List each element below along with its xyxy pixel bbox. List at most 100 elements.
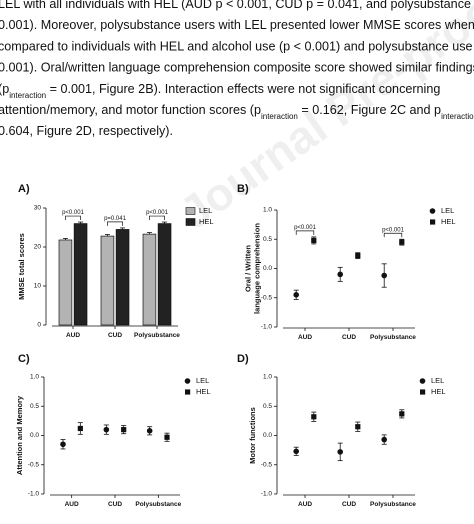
- x-tick-label: AUD: [298, 501, 312, 508]
- x-tick-label: CUD: [108, 332, 122, 339]
- significance-bracket: [149, 215, 165, 221]
- paragraph-line: 0.001). Oral/written language comprehens…: [0, 61, 474, 75]
- y-tick-label: 1.0: [263, 207, 272, 214]
- point: [399, 239, 405, 245]
- x-tick-label: Polysubstance: [134, 332, 180, 339]
- significance-label: p<0.001: [146, 210, 169, 216]
- y-tick-label: 0.5: [263, 403, 272, 410]
- point: [164, 434, 170, 440]
- y-tick-label: -1.0: [261, 491, 273, 498]
- point: [311, 237, 317, 244]
- point: [355, 253, 361, 259]
- legend-label: LEL: [431, 376, 444, 385]
- point: [293, 448, 300, 455]
- panel-label: D): [237, 353, 249, 365]
- y-tick-label: -0.5: [261, 461, 273, 468]
- paragraph-line: 0.604, Figure 2D, respectively).: [0, 124, 173, 138]
- panel-label: A): [18, 183, 30, 195]
- text-run: 0.001). Moreover, polysubstance users wi…: [0, 18, 474, 32]
- x-tick-label: CUD: [108, 501, 122, 508]
- point: [293, 292, 300, 298]
- legend-label: LEL: [196, 376, 209, 385]
- legend-swatch: [430, 219, 436, 225]
- point: [146, 428, 153, 434]
- paragraph-line: attention/memory, and motor function sco…: [0, 103, 474, 121]
- text-run: LEL with all individuals with HEL (AUD p…: [0, 0, 474, 11]
- legend-label: HEL: [196, 387, 211, 396]
- y-axis-label: language comprehension: [253, 223, 262, 314]
- paragraph-line: LEL with all individuals with HEL (AUD p…: [0, 0, 474, 11]
- text-run: attention/memory, and motor function sco…: [0, 103, 261, 117]
- y-tick-label: 0.5: [30, 403, 39, 410]
- x-tick-label: Polysubstance: [370, 501, 416, 508]
- bar: [115, 229, 130, 326]
- y-tick-label: 20: [34, 244, 42, 251]
- y-tick-label: 0.0: [263, 432, 272, 439]
- x-tick-label: CUD: [342, 334, 356, 341]
- watermark: Journal Pre-proof: [170, 0, 474, 239]
- significance-label: p<0.001: [62, 210, 85, 216]
- point: [381, 436, 388, 443]
- x-tick-label: Polysubstance: [135, 501, 181, 508]
- legend-swatch: [185, 218, 196, 226]
- y-tick-label: -0.5: [261, 294, 273, 301]
- point: [77, 425, 83, 432]
- x-tick-label: CUD: [342, 501, 356, 508]
- paragraph-line: 0.001). Moreover, polysubstance users wi…: [0, 18, 474, 32]
- y-tick-label: 10: [34, 283, 42, 290]
- text-run: 0.604, Figure 2D, respectively).: [0, 124, 173, 138]
- significance-bracket: [65, 215, 81, 221]
- legend-swatch: [184, 378, 191, 384]
- paragraph-line: (pinteraction = 0.001, Figure 2B). Inter…: [0, 82, 440, 100]
- y-tick-label: -1.0: [28, 491, 40, 498]
- bar: [73, 223, 88, 326]
- point: [355, 424, 361, 430]
- y-tick-label: 0: [37, 322, 41, 329]
- point: [311, 414, 317, 420]
- legend-swatch: [419, 378, 426, 384]
- significance-label: p<0.001: [294, 225, 317, 231]
- y-axis-label: Motor functions: [248, 407, 257, 464]
- y-tick-label: 1.0: [30, 374, 39, 381]
- bar: [142, 233, 157, 326]
- y-tick-label: 1.0: [263, 374, 272, 381]
- panel-label: C): [18, 353, 30, 365]
- significance-label: p=0.041: [104, 216, 127, 222]
- text-run: = 0.001, Figure 2B). Interaction effects…: [46, 82, 440, 96]
- legend-swatch: [185, 389, 191, 395]
- x-tick-label: AUD: [298, 334, 312, 341]
- point: [381, 272, 388, 279]
- y-tick-label: 0.0: [30, 432, 39, 439]
- paragraph-line: compared to individuals with HEL and alc…: [0, 39, 474, 53]
- legend-label: LEL: [441, 206, 454, 215]
- bar: [58, 239, 73, 326]
- legend-swatch: [420, 389, 426, 395]
- panel-label: B): [237, 183, 249, 195]
- legend-swatch: [429, 208, 436, 214]
- bar: [100, 235, 115, 326]
- text-run: 0.001). Oral/written language comprehens…: [0, 61, 474, 75]
- text-run: (p: [0, 82, 9, 96]
- bar: [157, 223, 172, 326]
- y-tick-label: 0.0: [263, 265, 272, 272]
- x-tick-label: AUD: [65, 501, 79, 508]
- point: [399, 411, 405, 417]
- point: [103, 426, 110, 433]
- significance-bracket: [295, 230, 315, 235]
- y-tick-label: 0.5: [263, 236, 272, 243]
- significance-bracket: [107, 221, 123, 226]
- legend-swatch: [185, 207, 196, 215]
- point: [121, 427, 127, 433]
- point: [337, 449, 344, 455]
- subscript: interaction: [9, 90, 46, 99]
- x-tick-label: AUD: [66, 332, 80, 339]
- point: [60, 441, 66, 448]
- y-axis-label: Attention and Memory: [15, 395, 24, 475]
- text-run: compared to individuals with HEL and alc…: [0, 39, 474, 53]
- text-run: = 0.162, Figure 2C and p: [298, 103, 441, 117]
- y-axis-label: Oral / Written: [244, 245, 253, 292]
- y-tick-label: -0.5: [28, 461, 40, 468]
- subscript: interaction: [261, 112, 298, 121]
- subscript: interaction: [441, 112, 474, 121]
